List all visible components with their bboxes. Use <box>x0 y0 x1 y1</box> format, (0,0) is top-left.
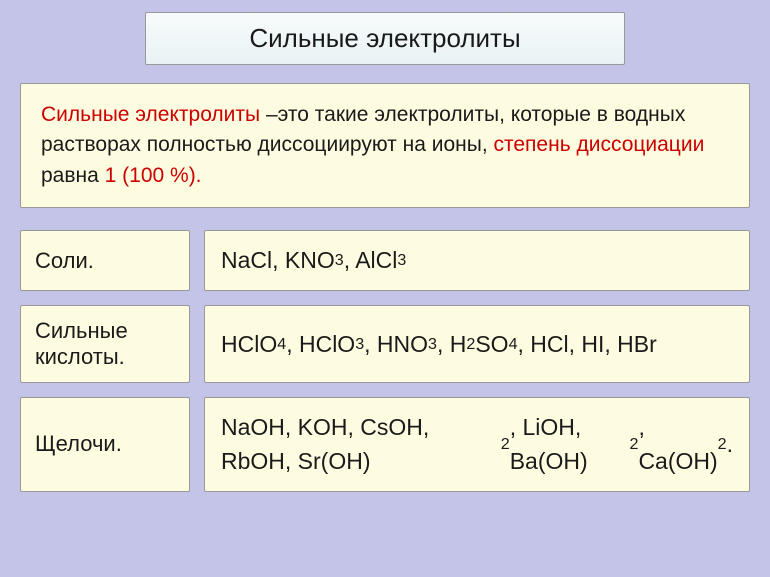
definition-value: 1 (100 %). <box>105 164 202 187</box>
definition-term-2: степень диссоциации <box>493 133 704 156</box>
page-title: Сильные электролиты <box>249 23 520 53</box>
row-label-alkalis: Щелочи. <box>20 397 190 492</box>
row-label-salts: Соли. <box>20 230 190 291</box>
title-box: Сильные электролиты <box>145 12 625 65</box>
row-value-salts: NaCl, KNO3, AlCl3 <box>204 230 750 291</box>
row-label-acids: Сильные кислоты. <box>20 305 190 383</box>
row-value-acids: HClO4, HClO3, HNO3, H2SO4, HCl, HI, HBr <box>204 305 750 383</box>
row-value-alkalis: NaOH, KOH, CsOH, RbOH, Sr(OH)2, LiOH, Ba… <box>204 397 750 492</box>
definition-box: Сильные электролиты –это такие электроли… <box>20 83 750 208</box>
definition-text-2: равна <box>41 164 105 187</box>
table-row: Щелочи. NaOH, KOH, CsOH, RbOH, Sr(OH)2, … <box>20 397 750 492</box>
table-row: Соли. NaCl, KNO3, AlCl3 <box>20 230 750 291</box>
definition-term: Сильные электролиты <box>41 103 266 126</box>
table-row: Сильные кислоты. HClO4, HClO3, HNO3, H2S… <box>20 305 750 383</box>
